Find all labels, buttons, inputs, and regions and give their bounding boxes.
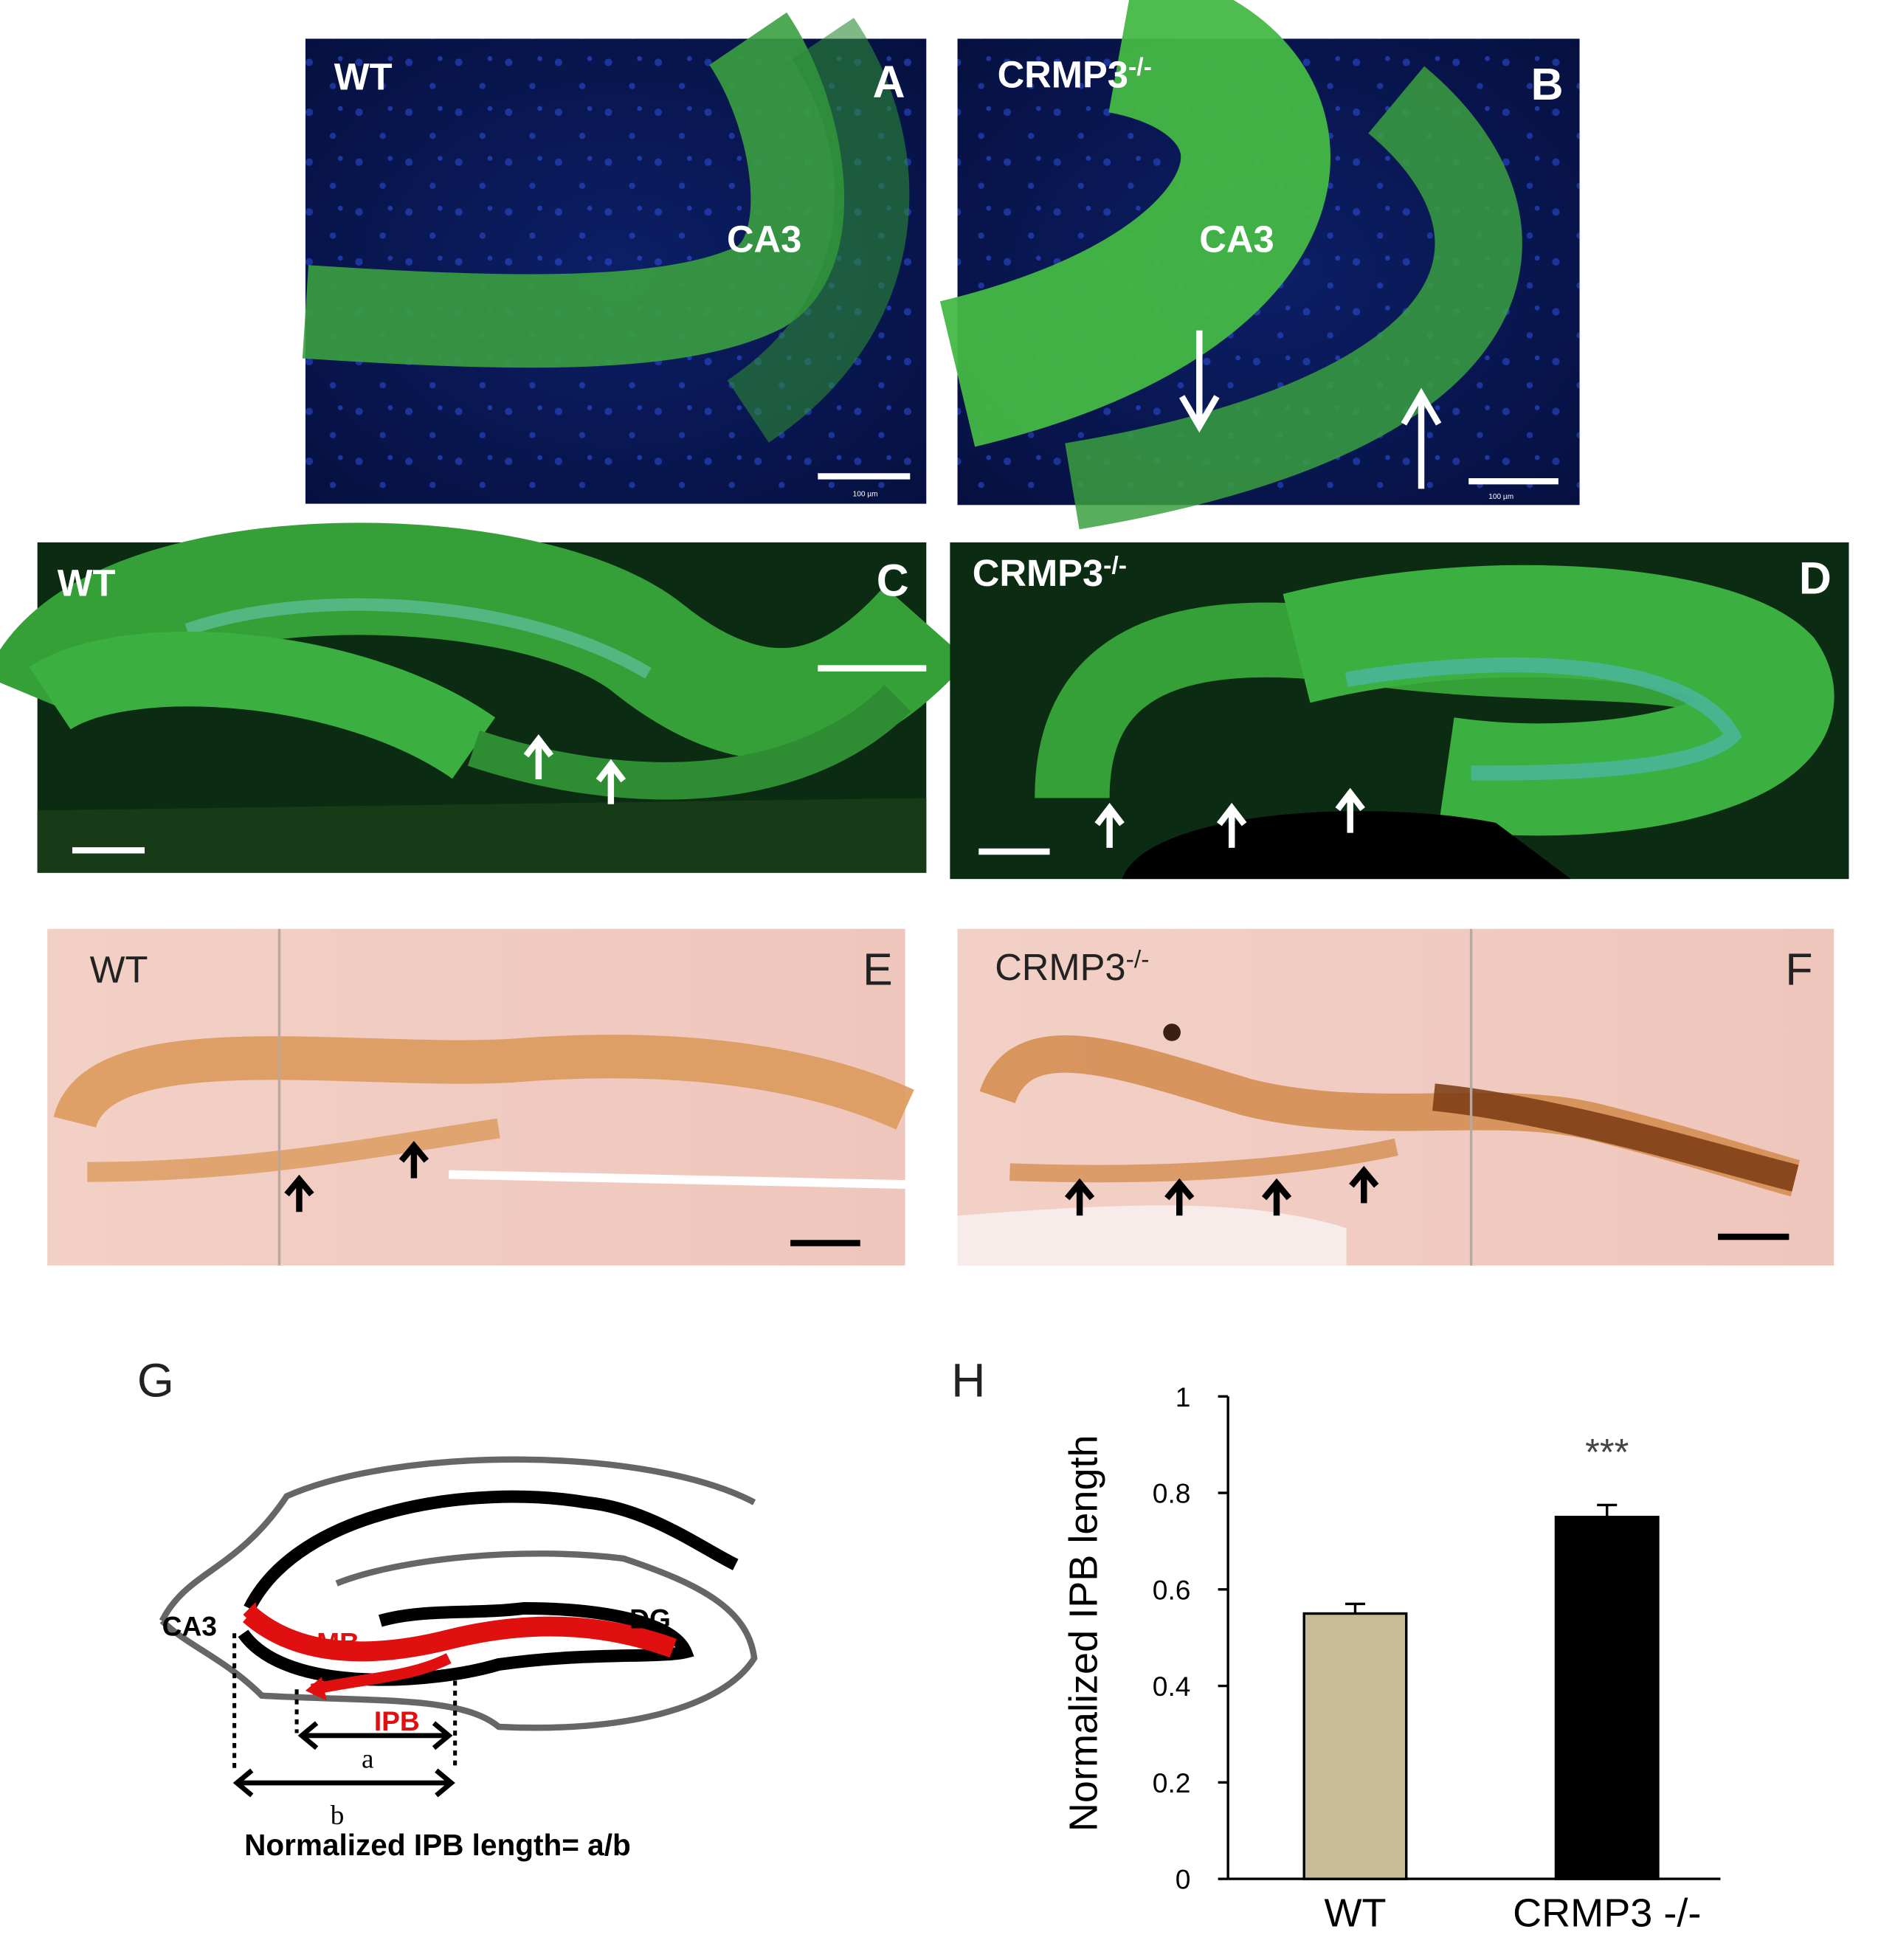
y-tick-label: 0.2 <box>1153 1767 1191 1798</box>
genotype-label: WT <box>90 948 148 990</box>
y-tick-label: 0.6 <box>1153 1574 1191 1605</box>
panel-letter: E <box>863 945 893 995</box>
diagram-label: MB <box>317 1627 359 1658</box>
panel-letter: A <box>873 57 905 107</box>
x-tick-label: CRMP3 -/- <box>1513 1891 1701 1935</box>
scale-label: 100 µm <box>1488 493 1513 501</box>
y-tick-label: 0.4 <box>1153 1671 1191 1702</box>
diagram-label: b <box>331 1801 345 1831</box>
panel-b: CRMP3-/- B CA3 100 µm <box>939 0 1580 530</box>
y-tick-label: 1 <box>1176 1381 1191 1412</box>
bar <box>1554 1516 1660 1880</box>
panel-a: WT A CA3 100 µm <box>302 12 927 504</box>
genotype-label: CRMP3-/- <box>998 52 1152 95</box>
panel-f: CRMP3-/- F <box>957 928 1834 1266</box>
panel-letter: D <box>1799 553 1832 603</box>
panel-e: WT E <box>47 928 914 1266</box>
panel-d: CRMP3-/- D <box>950 542 1849 880</box>
x-tick-label: WT <box>1324 1891 1386 1935</box>
genotype-label: WT <box>58 562 116 604</box>
micrograph <box>47 928 905 1266</box>
diagram-label: DG <box>629 1604 671 1635</box>
region-label: CA3 <box>727 218 801 260</box>
significance: *** <box>1585 1431 1629 1473</box>
genotype-label: WT <box>334 56 393 98</box>
bar <box>1302 1612 1408 1880</box>
diagram-label: a <box>362 1745 374 1775</box>
scale-label: 100 µm <box>853 490 878 498</box>
panel-c: WT C <box>0 522 969 873</box>
panel-h: H Normalized IPB length 0 0.2 0.4 0.6 0.8 1 WT… <box>951 1353 1721 1935</box>
genotype-label: CRMP3-/- <box>973 551 1127 594</box>
panel-letter: B <box>1531 59 1564 109</box>
panel-g: G CA3 MB DG IPB a b Normalized IPB lengt… <box>137 1353 758 1862</box>
y-tick-label: 0.8 <box>1153 1478 1191 1509</box>
y-axis-label: Normalized IPB length <box>1062 1435 1106 1832</box>
diagram-label: CA3 <box>162 1611 217 1642</box>
y-tick-label: 0 <box>1176 1864 1191 1895</box>
genotype-label: CRMP3-/- <box>995 945 1149 988</box>
formula: Normalized IPB length= a/b <box>244 1828 631 1862</box>
region-label: CA3 <box>1199 218 1274 260</box>
panel-letter: C <box>877 556 909 606</box>
panel-letter: H <box>951 1353 985 1407</box>
diagram-label: IPB <box>374 1705 420 1736</box>
panel-letter: G <box>137 1353 174 1407</box>
panel-letter: F <box>1785 945 1812 995</box>
